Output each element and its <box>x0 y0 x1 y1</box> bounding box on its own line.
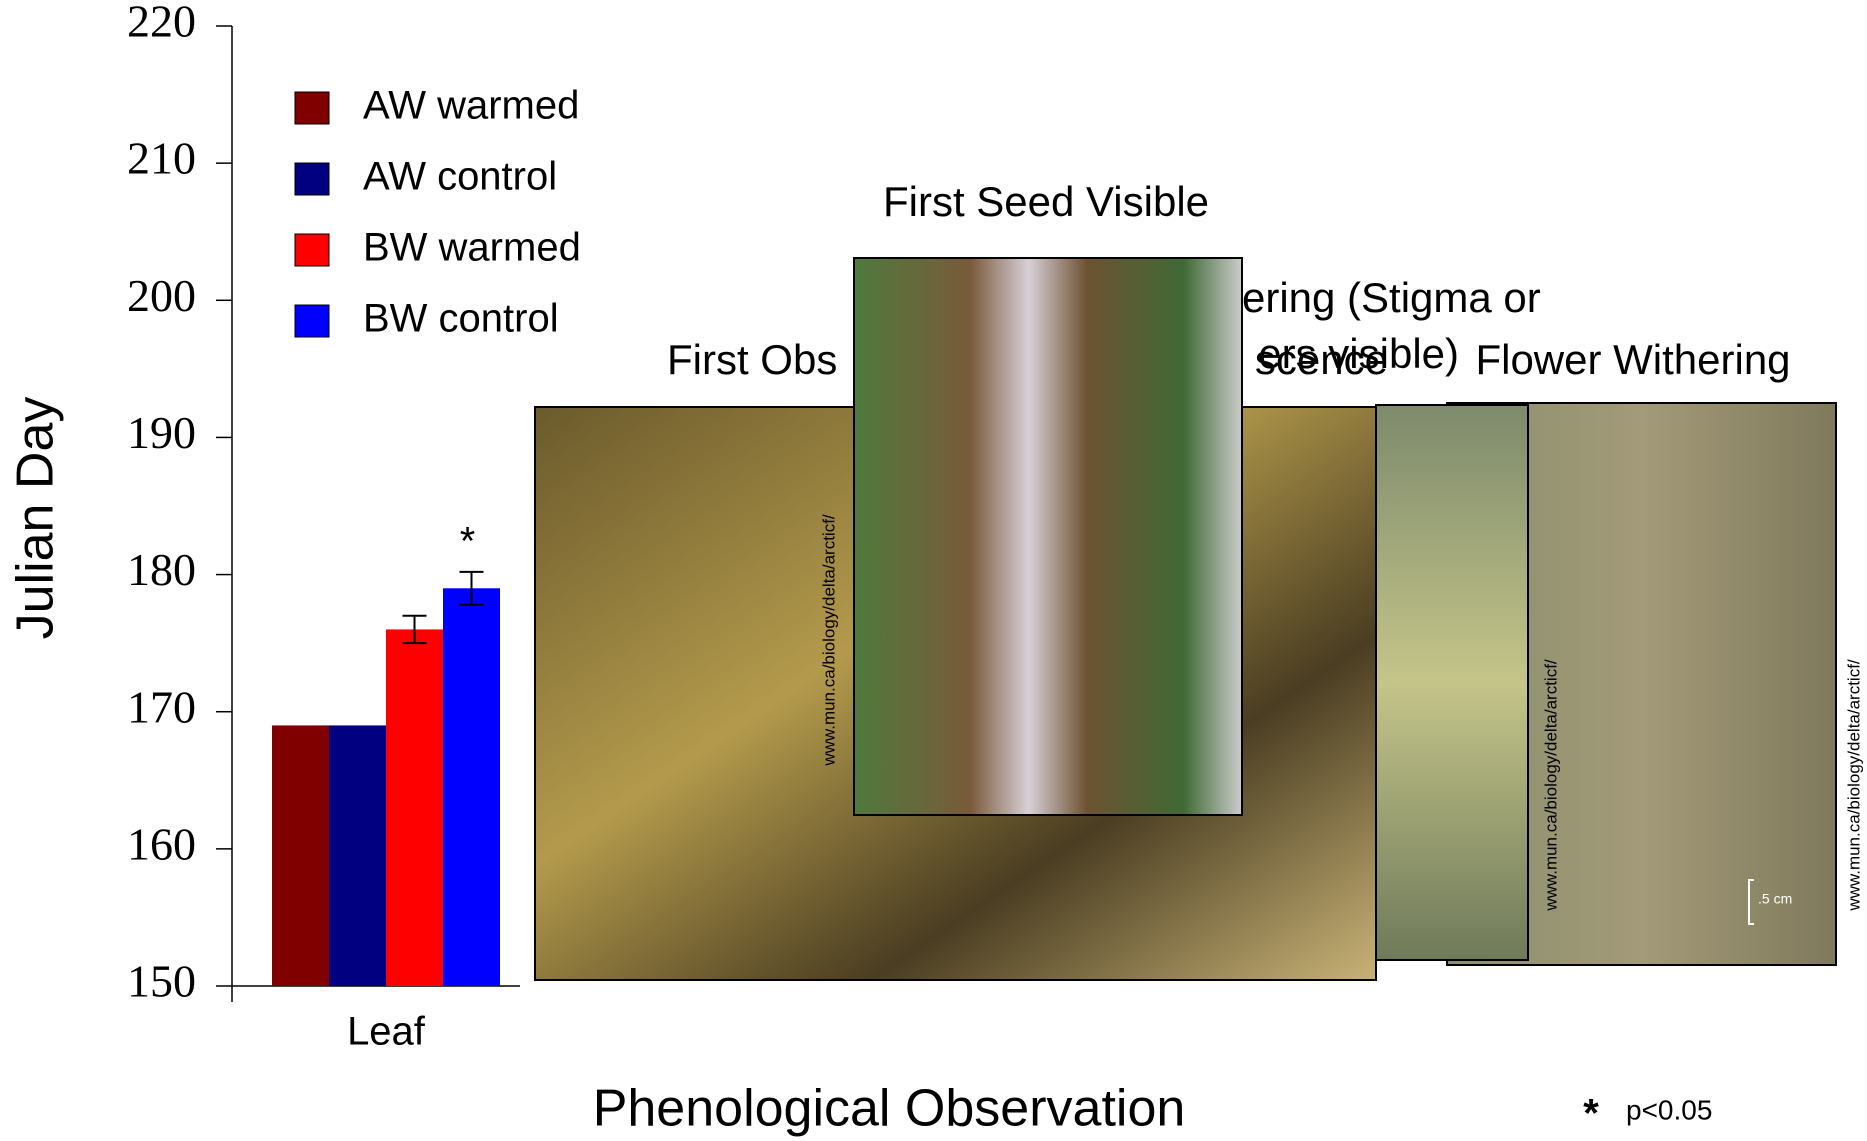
photo-title: ering (Stigma or <box>1242 274 1541 321</box>
photo-title: First Obs <box>667 336 837 383</box>
photo-title: scence <box>1255 336 1388 383</box>
legend-swatch <box>294 233 330 267</box>
legend-label: BW warmed <box>363 226 581 270</box>
bar <box>272 725 329 986</box>
watermark: www.mun.ca/biology/delta/arcticf/ <box>819 514 838 767</box>
y-axis-title: Julian Day <box>7 397 65 640</box>
note: p<0.05 <box>1626 1094 1712 1125</box>
y-tick-label: 180 <box>127 544 196 595</box>
bar <box>443 588 500 986</box>
legend-swatch <box>294 304 330 338</box>
photo-title: ers visible) <box>1258 330 1459 377</box>
x-tick-label: Leaf <box>347 1010 426 1054</box>
legend-label: AW warmed <box>363 84 579 128</box>
y-tick-label: 150 <box>127 956 196 1007</box>
y-tick-label: 190 <box>127 407 196 458</box>
legend-swatch <box>294 162 330 196</box>
y-tick-label: 160 <box>127 818 196 869</box>
photo-title: First Seed Visible <box>883 178 1209 225</box>
y-tick-label: 220 <box>127 0 196 47</box>
y-tick-label: 170 <box>127 681 196 732</box>
bar <box>386 629 443 986</box>
photo-title: Flower Withering <box>1475 336 1790 383</box>
y-tick-label: 200 <box>127 270 196 321</box>
note-marker: * <box>1583 1092 1599 1136</box>
scale-bar <box>1748 879 1754 925</box>
significance-marker: * <box>460 519 476 563</box>
photo <box>853 257 1243 816</box>
x-axis-title: Phenological Observation <box>593 1080 1186 1138</box>
y-tick-label: 210 <box>127 133 196 184</box>
scale-label: .5 cm <box>1758 891 1792 907</box>
watermark: www.mun.ca/biology/delta/arcticf/ <box>1541 659 1560 912</box>
watermark: www.mun.ca/biology/delta/arcticf/ <box>1844 659 1863 912</box>
legend-label: BW control <box>363 297 559 341</box>
legend-label: AW control <box>363 155 557 199</box>
photo <box>1375 404 1529 961</box>
legend-swatch <box>294 91 330 125</box>
bar <box>329 725 386 986</box>
